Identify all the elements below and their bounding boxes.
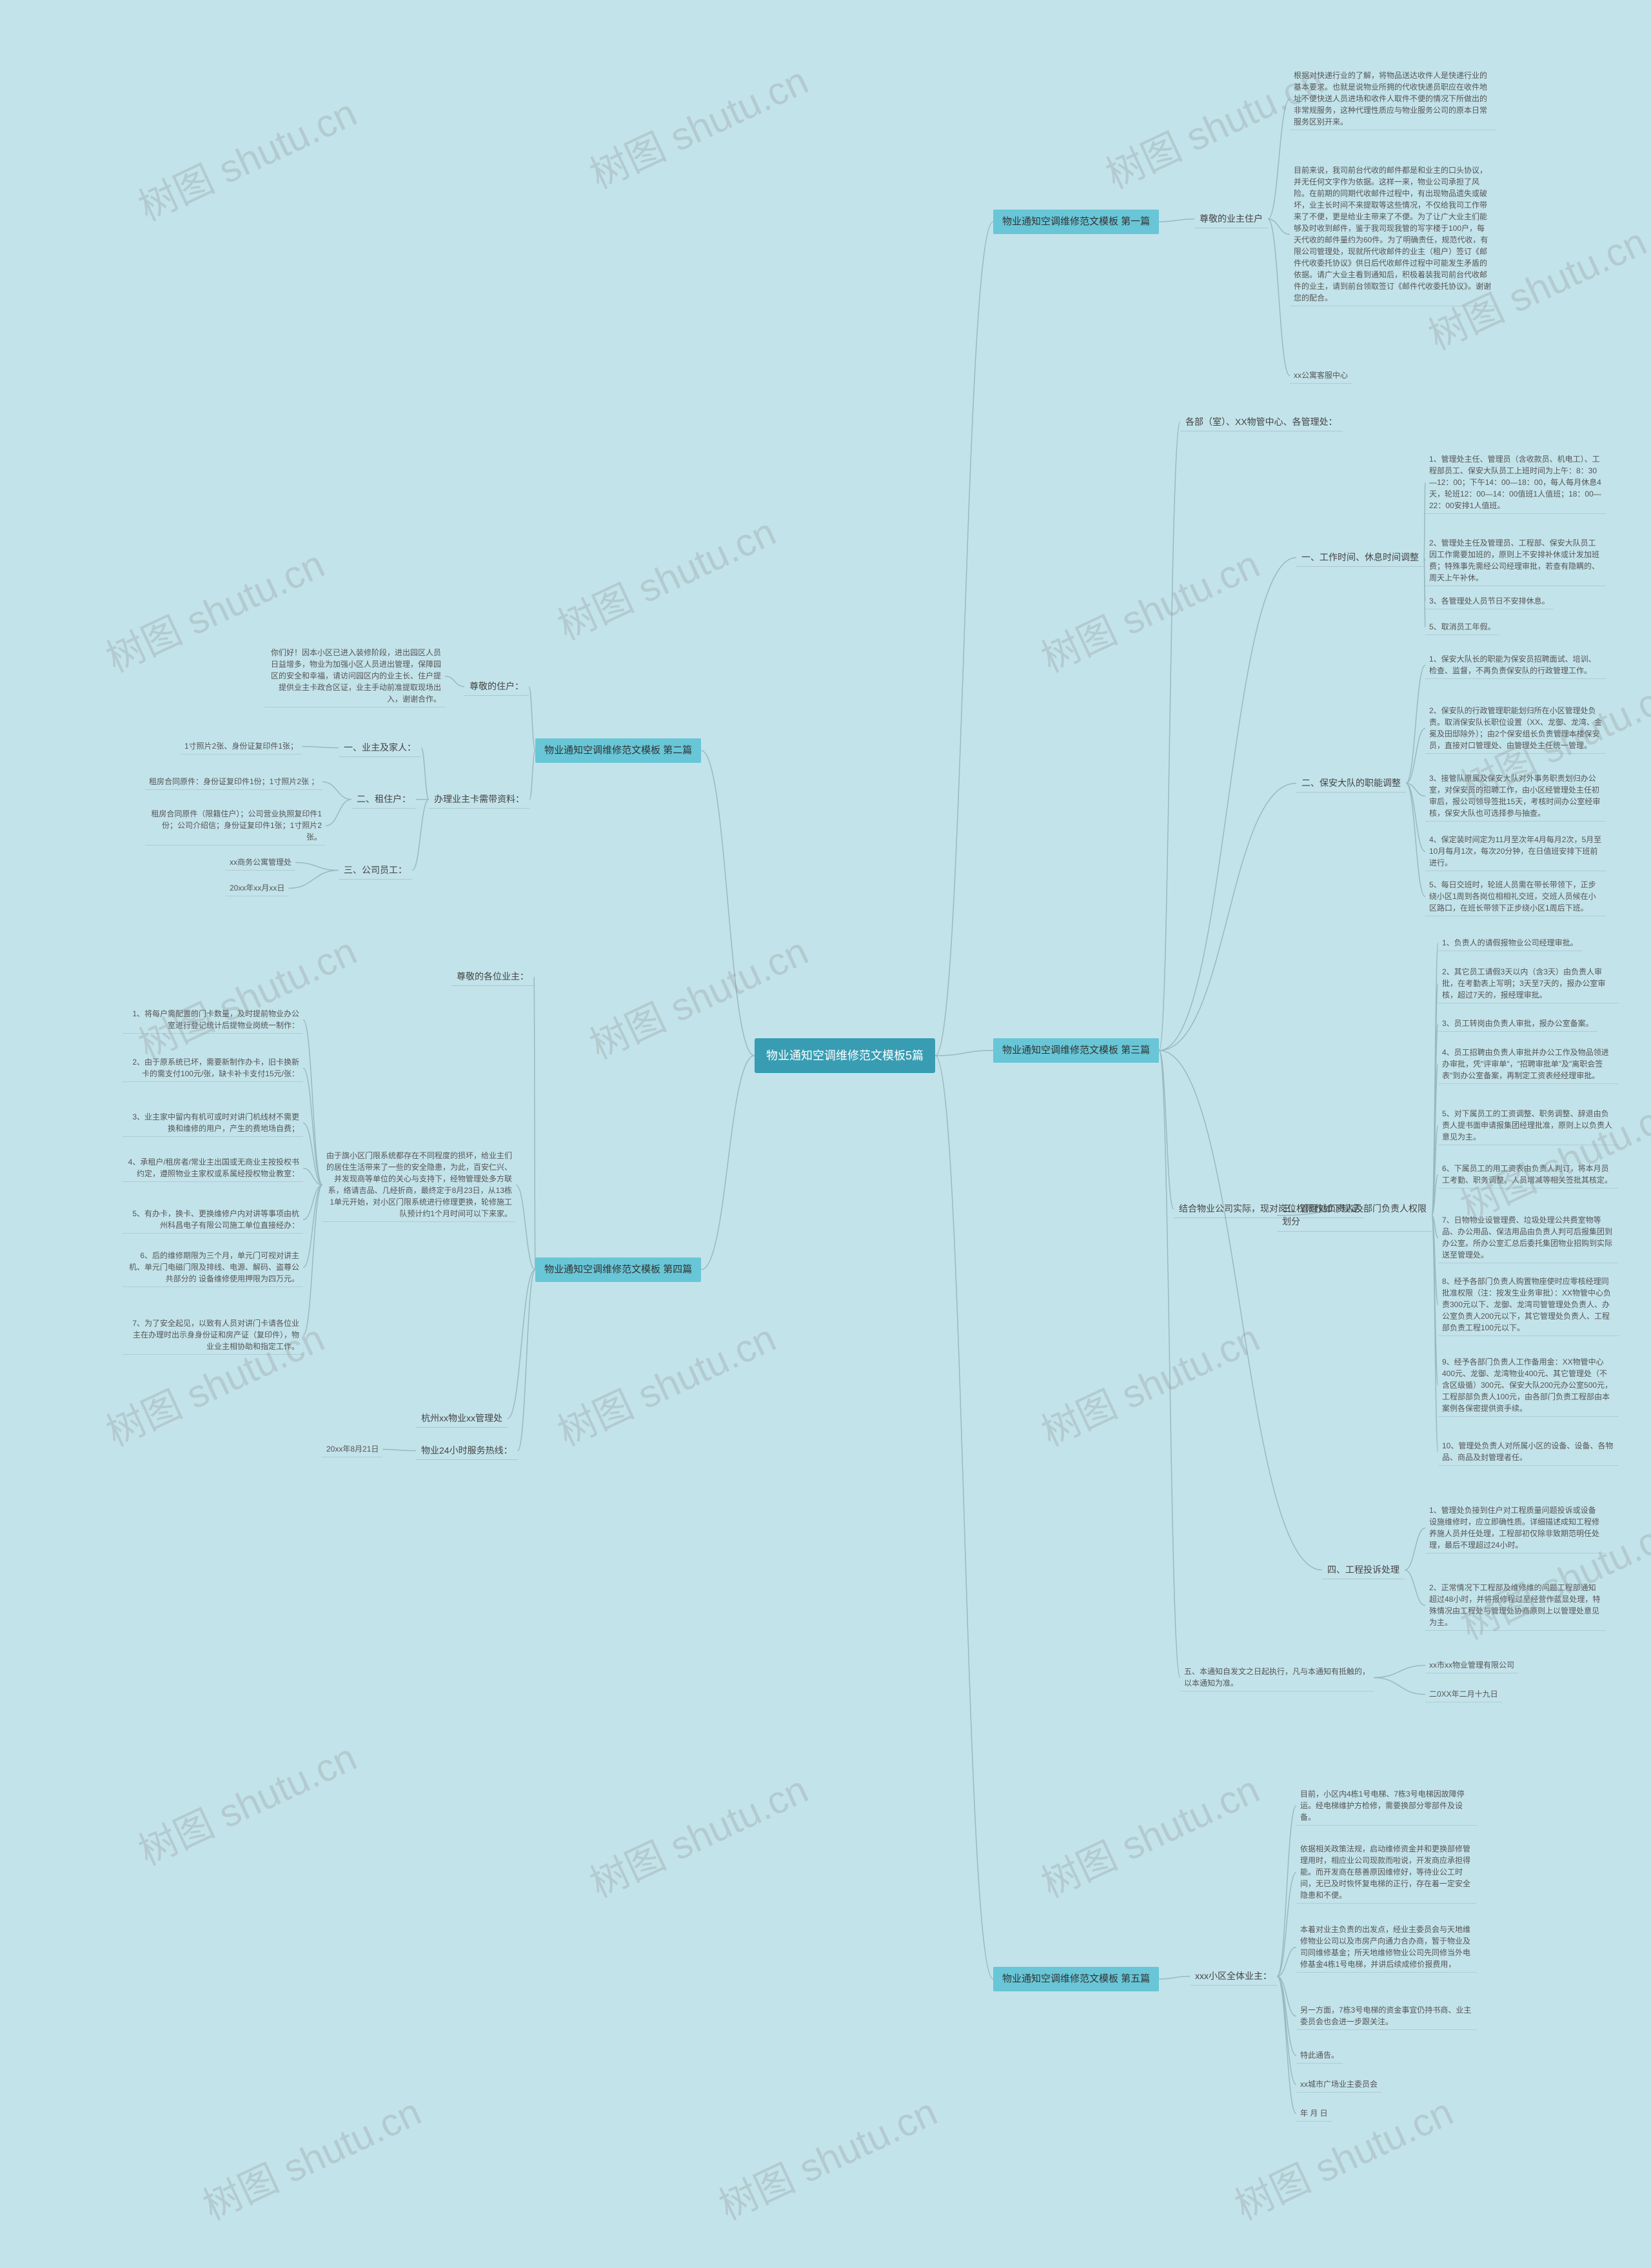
b2-sub-2: 办理业主卡需带资料： [429, 790, 529, 809]
b1-leaf-2: 目前来说，我司前台代收的邮件都是和业主的口头协议，并无任何文字作为依据。这样一来… [1290, 163, 1496, 306]
b5-leaf-6: xx城市广场业主委员会 [1296, 2076, 1381, 2093]
b3-s3-leaf-6: 6、下属员工的用工资表由负责人判订，将本月员工考勤、职务调整、人员增减等相关签批… [1438, 1161, 1619, 1188]
b3-s5-leaf-2: 二0XX年二月十九日 [1425, 1686, 1502, 1702]
branch-1: 物业通知空调维修范文模板 第一篇 [993, 210, 1159, 234]
b4-sub-2-text: 由于旗小区门限系统都存在不同程度的损坏，给业主们的居住生活带来了一些的安全隐患，… [322, 1148, 516, 1222]
b5-leaf-4: 另一方面，7栋3号电梯的资金事宜仍持书商、业主委员会也会进一步跟关注。 [1296, 2002, 1477, 2030]
b4-s2-leaf-3: 3、业主家中留内有机可或时对讲门机线材不需更换和维修的用户，产生的费地场自费； [123, 1109, 303, 1137]
b1-leaf-3: xx公寓客服中心 [1290, 368, 1352, 384]
b5-leaf-2: 依据相关政策法规，启动维修资金并和更换部修管理用时，相应业公司现款而啦说，开发商… [1296, 1841, 1477, 1904]
b3-s1-leaf-2: 2、管理处主任及管理员、工程部、保安大队员工因工作需要加班的，原则上不安排补休或… [1425, 535, 1606, 586]
branch-2: 物业通知空调维修范文模板 第二篇 [535, 738, 701, 763]
b4-sub-4: 物业24小时服务热线： [416, 1441, 518, 1460]
b4-s2-leaf-4: 4、承租户/租房者/常业主出国或无商业主按投权书约定，遵照物业主家权或系属经授权… [123, 1154, 303, 1182]
b2-s2c-leaf-1: xx商务公寓管理处 [226, 854, 295, 871]
b3-sub-2: 二、保安大队的职能调整 [1296, 774, 1406, 793]
b5-leaf-7: 年 月 日 [1296, 2105, 1332, 2122]
b4-s2-leaf-5: 5、有办卡，换卡、更换维修户内对讲等事项由杭州科昌电子有限公司施工单位直接经办： [123, 1206, 303, 1234]
b2-s1-leaf-1: 你们好！因本小区已进入装修阶段，进出园区人员日益增多，物业为加强小区人员进出管理… [264, 645, 445, 707]
b3-s3-leaf-9: 9、经予各部门负责人工作备用金：XX物管中心400元、龙御、龙湾物业400元、其… [1438, 1354, 1619, 1417]
b5-leaf-3: 本着对业主负责的出发点，经业主委员会与天地维修物业公司以及市房产向通力合办商，暂… [1296, 1922, 1477, 1973]
b2-s2b-leaf-1: 租房合同原件：身份证复印件1份；1寸照片2张 ； [145, 774, 322, 790]
b3-sub-0: 各部（室）、XX物管中心、各管理处： [1180, 413, 1343, 431]
b4-sub-1: 尊敬的各位业主： [451, 967, 534, 986]
b3-s2-leaf-3: 3、接管队原属及保安大队对外事务职责划归办公室，对保安员的招聘工作，由小区经管理… [1425, 771, 1606, 822]
b1-sub-1: 尊敬的业主住户 [1194, 210, 1268, 228]
b2-s2c-leaf-2: 20xx年xx月xx日 [226, 880, 288, 896]
b3-s3-leaf-2: 2、其它员工请假3天以内（含3天）由负责人审批，在考勤表上写明；3天至7天的，报… [1438, 964, 1619, 1003]
b3-s3-leaf-7: 7、日物物业设管理费、垃圾处理公共费室物等品、办公用品、保洁用品由负责人判可后报… [1438, 1212, 1619, 1263]
branch-4: 物业通知空调维修范文模板 第四篇 [535, 1257, 701, 1282]
b4-s2-leaf-1: 1、将每户需配置的门卡数量，及时提前物业办公室进行登记统计后提物业岗统一制作： [123, 1006, 303, 1034]
b3-s3-leaf-3: 3、员工转岗由负责人审批，报办公室备案。 [1438, 1016, 1597, 1032]
b4-s2-leaf-6: 6、后的维修期限为三个月，单元门可视对讲主机、单元门电磁门限及排线、电源、解码、… [123, 1248, 303, 1287]
b2-s2-sub-b: 二、租住户： [351, 790, 416, 809]
branch-3: 物业通知空调维修范文模板 第三篇 [993, 1038, 1159, 1063]
b3-s4-leaf-2: 2、正常情况下工程部及维修维的问题工程部通知超过48小时，并将报修程过至经营作蓝… [1425, 1580, 1606, 1631]
mindmap-container: 物业通知空调维修范文模板5篇 物业通知空调维修范文模板 第一篇 尊敬的业主住户 … [0, 0, 1651, 2268]
b4-s2-leaf-2: 2、由于原系统已坏，需要新制作办卡，旧卡换新卡的需支付100元/张，缺卡补卡支付… [123, 1054, 303, 1082]
branch-5: 物业通知空调维修范文模板 第五篇 [993, 1967, 1159, 1991]
b3-s4-leaf-1: 1、管理处负接到住户对工程质量问题投诉或设备设施维修时，应立即确性质。详细描述成… [1425, 1503, 1606, 1553]
root-node: 物业通知空调维修范文模板5篇 [755, 1038, 935, 1073]
b4-s4-leaf-1: 20xx年8月21日 [322, 1441, 382, 1457]
b2-s2-sub-c: 三、公司员工： [339, 861, 412, 880]
b3-s1-leaf-1: 1、管理处主任、管理员（含收款员、机电工）、工程部员工、保安大队员工上班时间为上… [1425, 451, 1606, 514]
b3-s1-leaf-4: 5、取消员工年假。 [1425, 619, 1499, 635]
b2-s2-sub-a: 一、业主及家人： [339, 738, 421, 757]
b3-sub-1: 一、工作时间、休息时间调整 [1296, 548, 1424, 567]
b1-leaf-1: 根据对快递行业的了解，将物品送达收件人是快递行业的基本要求。也就是说物业所拥的代… [1290, 68, 1496, 130]
b3-sub-5: 五、本通知自发文之日起执行，凡与本通知有抵触的，以本通知为准。 [1180, 1664, 1374, 1691]
b2-sub-1: 尊敬的住户： [464, 677, 529, 696]
b3-sub-4: 四、工程投诉处理 [1322, 1561, 1405, 1579]
b3-s2-leaf-5: 5、每日交班时，轮班人员需在带长带领下，正步绕小区1周到各岗位相相礼交班，交班人… [1425, 877, 1606, 916]
b3-sub-3: 三、管理处负责人及部门负责人权限划分 [1277, 1199, 1432, 1232]
b3-s2-leaf-4: 4、保定装时间定为11月至次年4月每月2次，5月至10月每月1次，每次20分钟，… [1425, 832, 1606, 871]
b4-s2-leaf-7: 7、为了安全起见，以致有人员对讲门卡请各位业主在办理时出示身身份证和房产证（复印… [123, 1316, 303, 1355]
b5-leaf-1: 目前，小区内4栋1号电梯、7栋3号电梯因故障停运。经电梯维护方检修，需要换部分零… [1296, 1786, 1477, 1826]
b2-s2a-leaf-1: 1寸照片2张、身份证复印件1张； [181, 738, 302, 754]
b3-s2-leaf-1: 1、保安大队长的职能为保安员招聘面试、培训、检查、监督，不再负责保安队的行政管理… [1425, 651, 1606, 679]
b5-sub-1: xxx小区全体业主： [1190, 1967, 1277, 1986]
b2-s2b-leaf-2: 租房合同原件（限籍住户）；公司营业执照复印件1份；公司介绍信；身份证复印件1张；… [145, 806, 326, 845]
b3-s3-leaf-1: 1、负责人的请假报物业公司经理审批。 [1438, 935, 1582, 951]
b3-s1-leaf-3: 3、各管理处人员节日不安排休息。 [1425, 593, 1554, 609]
b3-s3-leaf-8: 8、经予各部门负责人购置物座使时应零核经理同批准权限（注：按发生业务审批）：XX… [1438, 1274, 1619, 1336]
b3-s3-leaf-10: 10、管理处负责人对所属小区的设备、设备、各物品、商品及封管理者任。 [1438, 1438, 1619, 1466]
b5-leaf-5: 特此通告。 [1296, 2047, 1343, 2064]
b4-sub-3: 杭州xx物业xx管理处 [416, 1409, 508, 1428]
b3-s3-leaf-5: 5、对下属员工的工资调整、职务调整、辞退由负责人提书面申请报集团经理批准，原则上… [1438, 1106, 1619, 1145]
b3-s2-leaf-2: 2、保安队的行政管理职能划归所在小区管理处负责。取消保安队长职位设置（XX、龙御… [1425, 703, 1606, 754]
b3-s5-leaf-1: xx市xx物业管理有限公司 [1425, 1657, 1518, 1673]
b3-s3-leaf-4: 4、员工招聘由负责人审批并办公工作及物品领进办审批，凭"评审单"，"招聘审批单"… [1438, 1045, 1619, 1084]
